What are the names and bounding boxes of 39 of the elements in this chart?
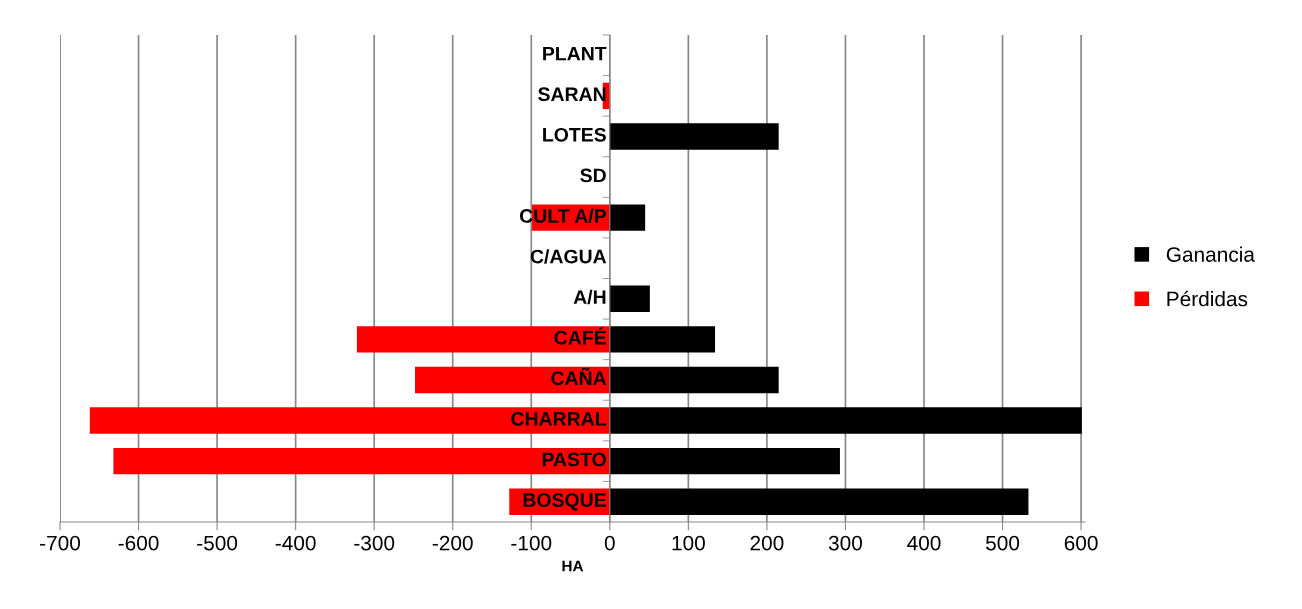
y-tick-label: A/H (573, 289, 606, 305)
y-tick-label: CHARRAL (511, 411, 607, 426)
x-tick-label: 600 (1064, 535, 1098, 551)
y-tick-label: CAFÉ (554, 327, 606, 345)
x-tick-label: 400 (907, 535, 941, 551)
bar (89, 407, 610, 434)
x-tick-label: 500 (985, 535, 1020, 551)
bar (609, 326, 716, 353)
y-tick-label: C/AGUA (530, 249, 607, 264)
bar (609, 407, 1082, 434)
bar (609, 123, 779, 150)
bar (609, 447, 840, 475)
y-tick-label: CAÑA (551, 367, 607, 386)
x-tick-label: -500 (197, 535, 238, 551)
legend-label: Ganancia (1166, 246, 1255, 262)
y-tick-label: PLANT (543, 46, 607, 61)
x-tick-label: 200 (750, 535, 784, 551)
y-tick-label: BOSQUE (523, 493, 606, 511)
bar (356, 326, 610, 353)
bar (609, 366, 779, 394)
bar (609, 285, 650, 312)
bar (113, 447, 610, 475)
x-tick-label: -300 (354, 535, 395, 551)
bar (415, 366, 610, 394)
x-axis-title: HA (562, 560, 584, 572)
legend-label: Pérdidas (1167, 290, 1248, 307)
x-tick-label: -400 (275, 535, 316, 551)
x-tick-label: -100 (511, 535, 552, 551)
y-tick-label: LOTES (543, 127, 606, 142)
bar (609, 488, 1029, 515)
x-tick-label: 100 (672, 535, 705, 551)
x-tick-label: -200 (432, 535, 473, 551)
x-tick-label: 0 (604, 535, 615, 551)
x-tick-label: -600 (118, 535, 159, 551)
bar (609, 204, 646, 231)
y-tick-label: PASTO (542, 452, 606, 467)
y-tick-label: SD (580, 168, 606, 183)
x-tick-label: -700 (40, 535, 81, 551)
x-tick-label: 300 (828, 535, 863, 551)
